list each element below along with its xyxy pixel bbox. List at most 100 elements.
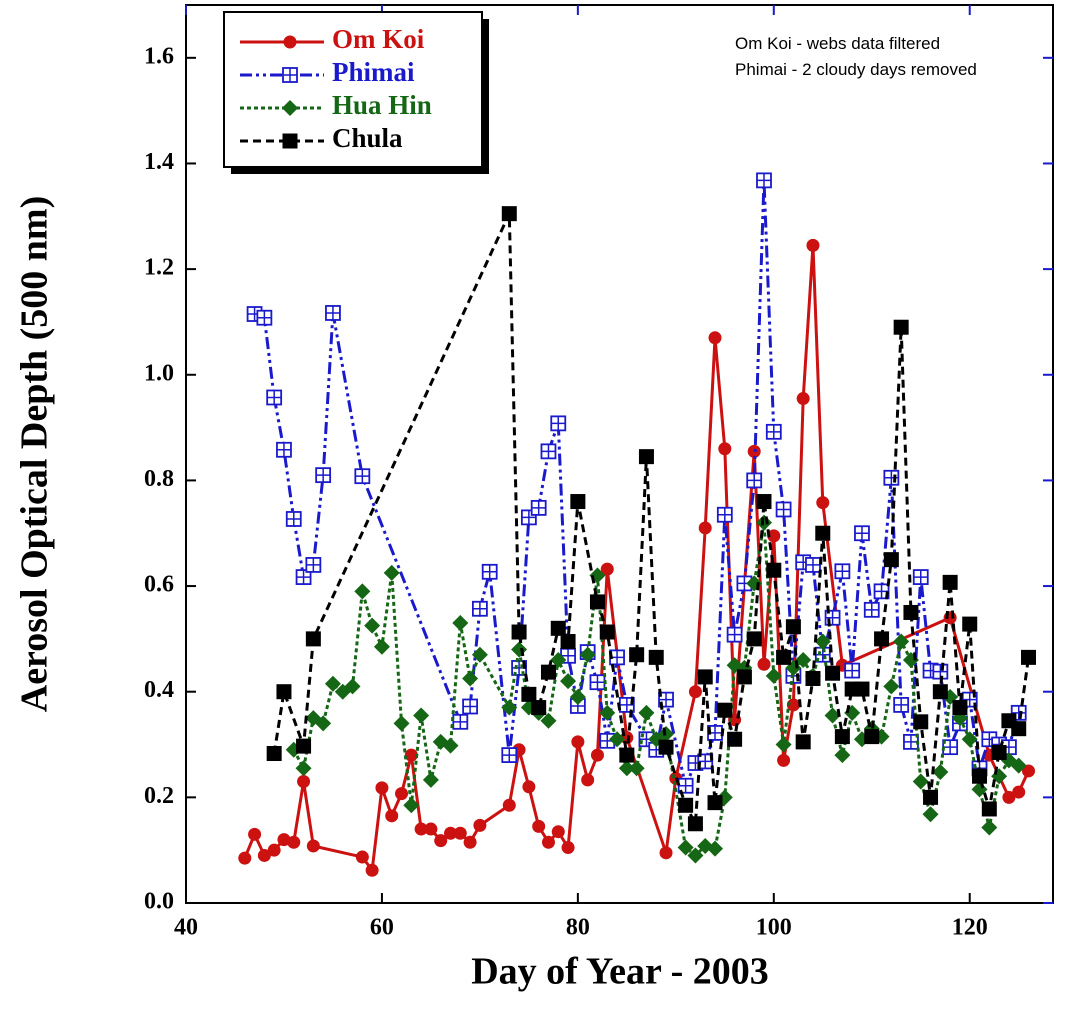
- marker: [267, 843, 281, 857]
- marker: [815, 525, 831, 541]
- marker: [325, 305, 341, 321]
- marker: [462, 670, 479, 687]
- y-tick-label: 1.6: [144, 43, 174, 69]
- marker: [599, 704, 616, 721]
- marker: [373, 638, 390, 655]
- marker: [814, 633, 831, 650]
- marker: [922, 806, 939, 823]
- marker: [795, 734, 811, 750]
- marker: [757, 657, 771, 671]
- marker: [638, 449, 654, 465]
- marker: [765, 667, 782, 684]
- series-line: [292, 522, 1020, 858]
- marker: [618, 760, 635, 777]
- marker: [550, 415, 567, 432]
- y-tick-label: 0.4: [144, 677, 174, 703]
- marker: [677, 777, 694, 794]
- marker: [600, 562, 614, 576]
- marker: [697, 753, 714, 770]
- marker: [903, 733, 919, 750]
- marker: [257, 848, 271, 862]
- marker: [375, 781, 389, 795]
- marker: [825, 665, 841, 681]
- marker: [942, 574, 958, 590]
- marker: [844, 662, 861, 679]
- marker: [571, 735, 585, 749]
- marker: [444, 826, 458, 840]
- marker: [766, 562, 782, 578]
- marker: [355, 850, 369, 864]
- marker-cross: [1011, 705, 1026, 720]
- marker: [502, 798, 516, 812]
- marker: [256, 309, 273, 326]
- marker: [923, 789, 939, 805]
- marker: [283, 35, 297, 49]
- marker-cross: [962, 692, 977, 707]
- marker: [354, 468, 371, 485]
- marker: [834, 747, 851, 764]
- marker: [277, 833, 291, 847]
- marker: [932, 763, 949, 780]
- marker: [579, 646, 596, 663]
- marker-cross: [590, 675, 605, 690]
- marker: [285, 511, 302, 527]
- marker: [452, 713, 469, 730]
- marker: [590, 748, 604, 762]
- marker: [422, 771, 439, 788]
- marker-cross: [903, 734, 918, 749]
- marker: [726, 626, 743, 643]
- marker: [296, 738, 312, 754]
- marker: [746, 472, 763, 489]
- legend-label: Om Koi: [332, 24, 425, 54]
- marker-cross: [463, 699, 478, 714]
- series-line: [243, 245, 1030, 875]
- marker: [365, 863, 379, 877]
- marker: [276, 441, 292, 458]
- marker: [511, 641, 528, 658]
- marker-cross: [561, 648, 576, 663]
- marker: [746, 631, 762, 647]
- marker: [756, 172, 772, 189]
- marker: [560, 634, 576, 650]
- y-tick-label: 1.4: [144, 149, 174, 175]
- marker: [883, 552, 899, 568]
- marker: [581, 773, 595, 787]
- marker: [305, 557, 322, 573]
- marker: [424, 822, 438, 836]
- marker: [282, 133, 298, 149]
- marker: [697, 669, 713, 685]
- marker: [687, 816, 703, 832]
- plot-frame: [185, 4, 1054, 904]
- marker: [540, 712, 557, 729]
- legend-label: Hua Hin: [332, 90, 432, 120]
- marker: [806, 238, 820, 252]
- marker: [551, 825, 565, 839]
- marker: [315, 467, 332, 484]
- marker-cross: [267, 390, 282, 405]
- marker: [991, 744, 1007, 760]
- marker: [297, 775, 311, 789]
- y-tick-label: 0.2: [144, 783, 174, 809]
- marker-cross: [283, 68, 297, 82]
- marker: [756, 514, 772, 531]
- marker: [834, 563, 851, 580]
- marker-cross: [482, 564, 497, 579]
- marker-cross: [757, 173, 771, 188]
- marker: [765, 423, 782, 440]
- marker: [452, 615, 469, 632]
- marker-cross: [257, 310, 272, 325]
- marker: [295, 569, 312, 585]
- y-tick-label: 0.8: [144, 466, 174, 492]
- marker-cross: [835, 564, 850, 579]
- y-axis-label: Aerosol Optical Depth (500 nm): [14, 196, 56, 713]
- marker: [688, 685, 702, 699]
- x-tick-label: 80: [566, 915, 590, 941]
- marker: [540, 443, 557, 460]
- marker: [863, 601, 880, 618]
- marker: [805, 557, 821, 573]
- y-tick-label: 1.0: [144, 360, 174, 386]
- marker-cross: [845, 663, 860, 678]
- marker-cross: [502, 748, 517, 763]
- marker: [687, 847, 704, 864]
